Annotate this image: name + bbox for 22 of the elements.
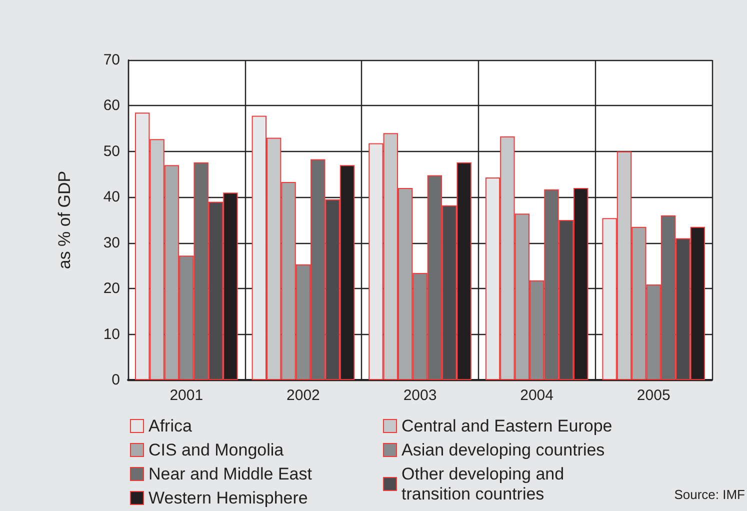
source-note: Source: IMF [674,487,746,502]
y-tick-label: 10 [103,326,120,343]
legend-label: Africa [148,416,192,436]
y-tick-label: 60 [103,97,120,114]
x-tick-label: 2004 [520,387,554,404]
x-tick-label: 2003 [403,387,437,404]
y-tick-label: 50 [103,142,120,160]
y-tick-label: 0 [112,372,120,388]
y-tick-label: 40 [103,188,120,206]
legend-label: Western Hemisphere [148,488,308,508]
legend-label: CIS and Mongolia [148,440,284,460]
y-tick-label: 70 [103,52,120,68]
y-axis-title: as % of GDP [55,170,74,270]
x-tick-label: 2001 [170,387,204,404]
x-tick-label: 2005 [636,387,670,404]
y-tick-label: 30 [103,234,120,252]
x-tick-label: 2002 [286,387,320,404]
legend-label: Asian developing countries [402,440,605,460]
legend-label: Other developing and transition countries [402,464,569,504]
legend-label: Central and Eastern Europe [402,416,612,436]
legend-label: Near and Middle East [148,464,312,484]
y-tick-label: 20 [103,280,120,298]
